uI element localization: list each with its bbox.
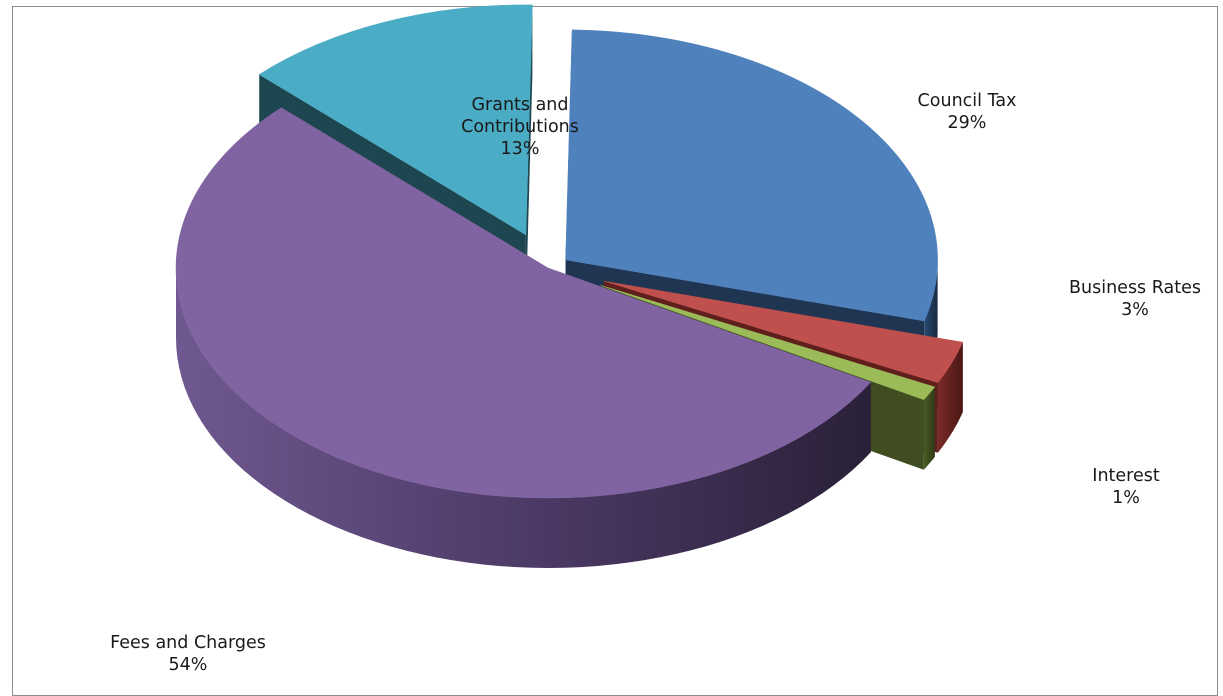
slice-fees-and-charges <box>175 107 872 499</box>
label-value-business-rates: 3% <box>1121 300 1149 320</box>
label-name-fees-and-charges: Fees and Charges <box>110 633 266 653</box>
slice-rim-interest <box>923 386 935 470</box>
slice-wall-grants-and-contributions-1 <box>525 4 533 305</box>
label-value-grants-and-contributions: 13% <box>500 139 540 159</box>
slice-interest <box>600 285 936 401</box>
label-name-council-tax: Council Tax <box>917 91 1017 111</box>
label-value-fees-and-charges: 54% <box>168 655 208 675</box>
label-value-council-tax: 29% <box>947 113 987 133</box>
label-grants-and-contributions: Grants and Contributions 13% <box>445 94 595 160</box>
label-fees-and-charges: Fees and Charges 54% <box>110 632 266 676</box>
slice-rim-fees-and-charges <box>176 268 871 568</box>
label-interest: Interest 1% <box>1092 465 1159 509</box>
label-council-tax: Council Tax 29% <box>918 90 1017 134</box>
label-value-interest: 1% <box>1112 488 1140 508</box>
slice-council-tax <box>565 29 938 322</box>
label-business-rates: Business Rates 3% <box>1069 277 1201 321</box>
label-name-interest: Interest <box>1092 466 1160 486</box>
label-name-business-rates: Business Rates <box>1069 278 1201 298</box>
label-name-grants-and-contributions: Grants and Contributions <box>461 95 579 137</box>
slice-grants-and-contributions <box>258 4 533 236</box>
slice-business-rates <box>604 280 964 384</box>
slice-rim-business-rates <box>937 342 963 453</box>
